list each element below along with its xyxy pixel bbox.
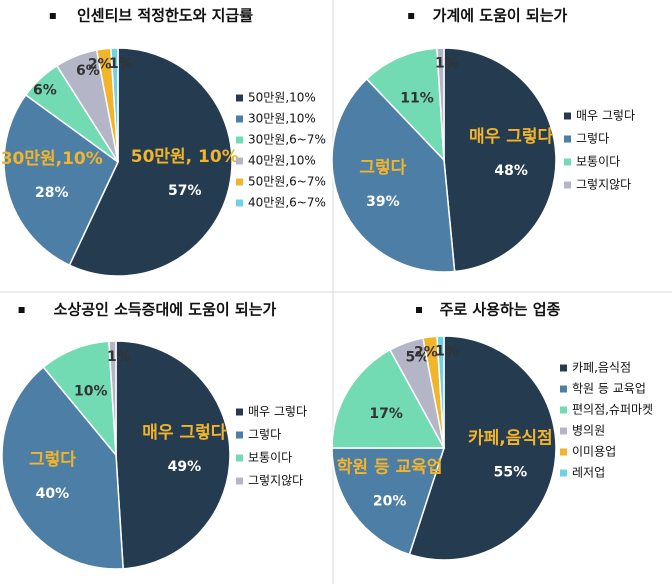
value-label: 17% — [369, 406, 403, 422]
legend-label: 40만원,10% — [248, 154, 316, 168]
legend-label: 이미용업 — [572, 445, 616, 459]
legend-label: 40만원,6~7% — [248, 196, 326, 210]
pie-slice — [436, 335, 445, 449]
legend-label: 30만원,6~7% — [248, 133, 326, 147]
slice-annotation: 그렇다 — [359, 158, 406, 178]
legend-swatch — [564, 158, 571, 166]
value-label: 1% — [435, 56, 459, 72]
legend-label: 50만원,10% — [248, 91, 316, 105]
pie-slice — [42, 340, 117, 458]
legend-swatch — [236, 408, 243, 416]
pie-slice — [108, 340, 117, 456]
value-label: 1% — [109, 56, 133, 72]
pie-slice — [365, 47, 445, 163]
value-label: 5% — [405, 349, 429, 365]
slice-annotation: 그렇다 — [29, 450, 76, 470]
slice-annotation: 매우 그렇다 — [142, 423, 226, 443]
legend-swatch — [560, 406, 567, 414]
pie-slice — [331, 348, 446, 449]
slice-annotation: 30만원,10% — [1, 149, 103, 169]
value-label: 10% — [74, 383, 108, 399]
value-label: 6% — [76, 63, 100, 79]
chart-title: 소상공인 소득증대에 도움이 되는가 — [54, 301, 277, 319]
legend-swatch — [560, 364, 567, 372]
legend-label: 매우 그렇다 — [248, 404, 307, 419]
legend-label: 그렇다 — [576, 131, 609, 146]
pie-slice — [331, 447, 446, 556]
legend-swatch — [560, 385, 567, 393]
legend-swatch — [236, 199, 243, 207]
chart-title: 가계에 도움이 되는가 — [433, 7, 568, 25]
pie-slice — [443, 47, 557, 273]
value-label: 1% — [435, 344, 459, 360]
legend-swatch — [564, 135, 571, 143]
slice-annotation: 학원 등 교육업 — [337, 457, 443, 477]
slice-annotation: 카페,음식점 — [468, 429, 553, 449]
pie-slice — [408, 335, 557, 561]
chart-title: 주로 사용하는 업종 — [440, 301, 561, 319]
legend-label: 보통이다 — [248, 451, 292, 465]
slice-annotation: 매우 그렇다 — [469, 127, 553, 147]
title-marker — [18, 307, 25, 313]
value-label: 1% — [107, 349, 131, 365]
legend-label: 매우 그렇다 — [576, 108, 635, 123]
value-label: 40% — [36, 486, 70, 502]
legend-label: 편의점,슈퍼마켓 — [572, 403, 653, 417]
legend-label: 학원 등 교육업 — [572, 382, 646, 396]
legend-label: 병의원 — [572, 424, 605, 438]
legend-swatch — [236, 94, 243, 102]
legend-swatch — [236, 115, 243, 123]
legend-swatch — [564, 181, 571, 189]
pie-slice — [3, 93, 119, 267]
legend-label: 카페,음식점 — [572, 361, 631, 375]
legend-swatch — [236, 477, 243, 485]
value-label: 28% — [35, 185, 69, 201]
legend-swatch — [560, 469, 567, 477]
legend-label: 그렇지않다 — [576, 177, 631, 192]
title-marker — [416, 307, 422, 313]
pie-slice — [115, 340, 231, 570]
legend-swatch — [236, 454, 243, 462]
value-label: 6% — [33, 83, 57, 99]
slice-annotation: 50만원, 10% — [131, 147, 239, 167]
legend-label: 보통이다 — [576, 155, 620, 169]
pie-slice — [331, 77, 456, 273]
legend-label: 30만원,10% — [248, 112, 316, 126]
legend-swatch — [564, 112, 571, 120]
value-label: 2% — [88, 57, 112, 73]
value-label: 20% — [373, 493, 407, 509]
value-label: 55% — [494, 465, 528, 481]
pie-slice — [68, 47, 233, 277]
legend-swatch — [236, 178, 243, 186]
value-label: 49% — [168, 459, 202, 475]
value-label: 48% — [494, 163, 528, 179]
pie-slice — [1, 366, 124, 570]
pie-slice — [436, 47, 445, 161]
legend-label: 50만원,6~7% — [248, 175, 326, 189]
value-label: 57% — [168, 183, 202, 199]
legend-swatch — [560, 427, 567, 435]
title-marker — [49, 13, 56, 19]
legend-swatch — [236, 431, 243, 439]
legend-swatch — [236, 157, 243, 165]
legend-label: 레저업 — [572, 466, 605, 480]
legend-swatch — [236, 136, 243, 144]
value-label: 2% — [414, 344, 438, 360]
title-marker — [408, 13, 415, 19]
legend-swatch — [560, 448, 567, 456]
value-label: 11% — [400, 90, 434, 106]
pie-slice — [110, 47, 119, 163]
chart-title: 인센티브 적정한도와 지급률 — [77, 7, 253, 25]
value-label: 39% — [366, 194, 400, 210]
legend-label: 그렇지않다 — [248, 473, 303, 488]
legend-label: 그렇다 — [248, 427, 281, 442]
